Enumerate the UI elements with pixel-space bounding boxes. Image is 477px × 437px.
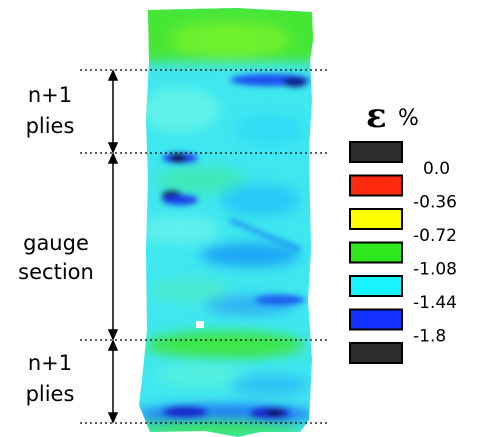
legend-swatches: [349, 141, 403, 364]
region-gauge-label-line2: section: [18, 260, 94, 284]
legend-swatch: [349, 275, 403, 297]
legend-tick-label: -0.72: [413, 226, 457, 246]
legend-tick-label: 0.0: [423, 159, 450, 179]
boundary-lines: [80, 69, 330, 424]
legend-swatch: [349, 174, 403, 197]
region-labels: n+1 plies gauge section n+1 plies: [18, 83, 94, 406]
region-gauge-label-line1: gauge: [23, 231, 89, 255]
strain-legend: ε % 0.0 -0.36 -0.72 -1.08 -1.44 -1.8: [349, 96, 457, 364]
legend-swatch: [349, 308, 403, 331]
strain-map-defect: [196, 321, 204, 328]
legend-swatch: [349, 241, 403, 264]
legend-tick-label: -1.08: [413, 260, 457, 280]
legend-swatch: [349, 141, 403, 163]
region-upper-label-line2: plies: [26, 114, 75, 138]
region-lower-label-line2: plies: [26, 382, 75, 406]
legend-symbol: ε: [366, 96, 387, 136]
dimension-arrows: [107, 69, 119, 424]
strain-map: [139, 8, 313, 437]
region-lower-label-line1: n+1: [28, 351, 72, 375]
legend-swatch: [349, 342, 403, 364]
region-upper-label-line1: n+1: [28, 83, 72, 107]
legend-unit: %: [398, 106, 419, 131]
legend-tick-labels: 0.0 -0.36 -0.72 -1.08 -1.44 -1.8: [413, 159, 457, 347]
legend-tick-label: -0.36: [413, 193, 457, 213]
legend-swatch: [349, 208, 403, 230]
legend-tick-label: -1.8: [413, 327, 446, 347]
legend-tick-label: -1.44: [413, 293, 457, 313]
